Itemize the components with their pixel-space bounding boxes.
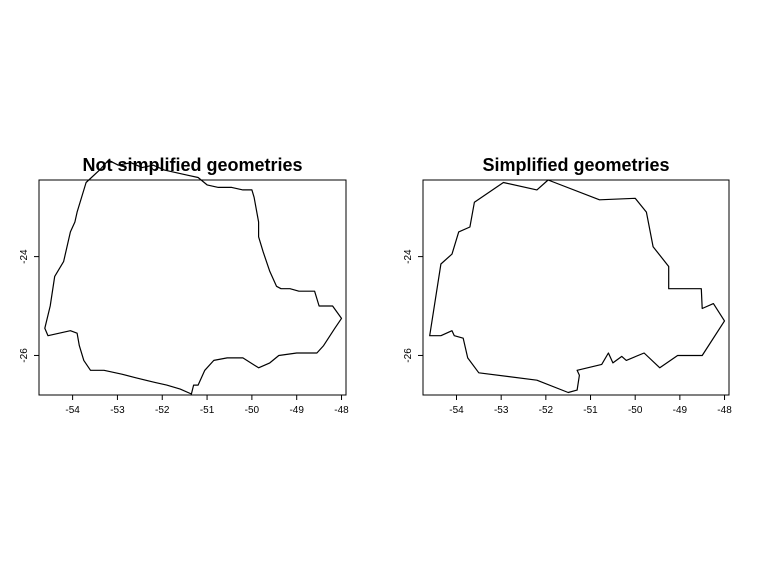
panel-not-simplified: Not simplified geometries -54 -53 -52 -51 -5… <box>19 155 349 416</box>
x-tick-label: -54 <box>449 405 464 416</box>
x-tick-label: -48 <box>334 405 349 416</box>
x-tick-label: -50 <box>245 405 260 416</box>
x-tick-label: -51 <box>200 405 215 416</box>
plot-frame <box>422 179 730 396</box>
chart-title: Not simplified geometries <box>82 155 302 175</box>
panel-simplified: Simplified geometries -54 -53 -52 -51 -50 -49… <box>403 155 732 416</box>
y-tick-label: -24 <box>403 249 414 264</box>
plot-frame <box>38 179 347 396</box>
x-tick-label: -52 <box>539 405 554 416</box>
x-tick-label: -54 <box>65 405 80 416</box>
y-tick-label: -26 <box>403 348 414 363</box>
region-outline <box>429 179 726 394</box>
region-outline <box>44 159 343 395</box>
chart-title: Simplified geometries <box>482 155 669 175</box>
x-tick-label: -49 <box>673 405 688 416</box>
x-tick-label: -48 <box>717 405 732 416</box>
x-tick-label: -51 <box>583 405 598 416</box>
x-tick-label: -53 <box>110 405 125 416</box>
x-tick-label: -49 <box>289 405 304 416</box>
x-tick-label: -53 <box>494 405 509 416</box>
y-tick-label: -24 <box>19 249 30 264</box>
x-tick-label: -50 <box>628 405 643 416</box>
y-tick-label: -26 <box>19 348 30 363</box>
x-tick-label: -52 <box>155 405 170 416</box>
